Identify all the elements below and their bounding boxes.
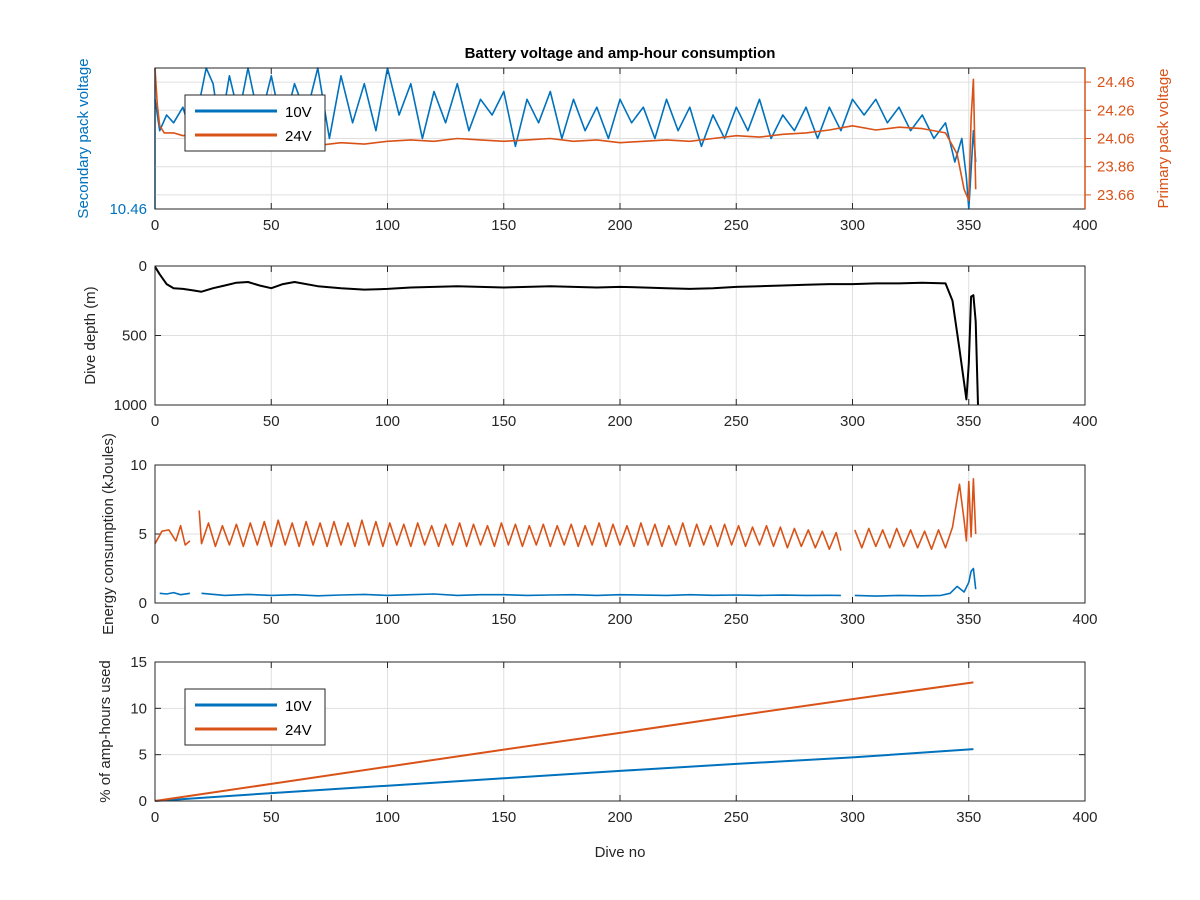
y-left-axis-label: Secondary pack voltage: [75, 58, 92, 218]
figure-title: Battery voltage and amp-hour consumption: [465, 45, 776, 62]
x-tick-label-2: 100: [375, 413, 400, 430]
x-tick-label-1: 350: [956, 217, 981, 234]
y-tick-label-2: 500: [122, 328, 147, 345]
y-tick-label-4: 10: [130, 700, 147, 717]
y-axis-label-depth: Dive depth (m): [82, 286, 99, 384]
plot-border-3: [154, 464, 1086, 604]
x-tick-label-4: 400: [1072, 809, 1097, 826]
energy-line-10V-segment-2: [854, 567, 977, 597]
x-tick-label-3: 50: [263, 611, 280, 628]
x-tick-label-2: 50: [263, 413, 280, 430]
x-tick-label-2: 400: [1072, 413, 1097, 430]
x-tick-label-1: 200: [607, 217, 632, 234]
y-right-axis-label: Primary pack voltage: [1155, 68, 1172, 208]
x-tick-label-3: 250: [724, 611, 749, 628]
legend-label-10V: 10V: [285, 698, 312, 715]
x-tick-label-3: 150: [491, 611, 516, 628]
x-tick-label-4: 200: [607, 809, 632, 826]
y-tick-label-3: 10: [130, 457, 147, 474]
y-right-tick-label: 24.46: [1097, 74, 1135, 91]
x-tick-label-2: 150: [491, 413, 516, 430]
x-tick-label-1: 0: [151, 217, 159, 234]
y-tick-label-2: 0: [139, 258, 147, 275]
x-tick-label-2: 0: [151, 413, 159, 430]
x-tick-label-4: 150: [491, 809, 516, 826]
x-tick-label-4: 50: [263, 809, 280, 826]
x-tick-label-2: 300: [840, 413, 865, 430]
x-tick-label-3: 400: [1072, 611, 1097, 628]
x-tick-label-2: 200: [607, 413, 632, 430]
x-tick-label-1: 250: [724, 217, 749, 234]
y-tick-label-4: 0: [139, 793, 147, 810]
y-axis-label-energy: Energy consumption (kJoules): [100, 433, 117, 635]
y-right-tick-label: 24.26: [1097, 102, 1135, 119]
amp-hours-line-10V: [154, 748, 974, 802]
x-tick-label-3: 0: [151, 611, 159, 628]
y-right-tick-label: 24.06: [1097, 131, 1135, 148]
y-tick-label-4: 5: [139, 747, 147, 764]
y-axis-label-amp-hours: % of amp-hours used: [97, 660, 114, 803]
x-tick-label-1: 50: [263, 217, 280, 234]
legend-label-10V: 10V: [285, 104, 312, 121]
x-tick-label-3: 200: [607, 611, 632, 628]
plot-border-2: [154, 265, 1086, 406]
x-tick-label-4: 250: [724, 809, 749, 826]
y-tick-label-3: 5: [139, 526, 147, 543]
x-tick-label-4: 100: [375, 809, 400, 826]
y-right-tick-label: 23.66: [1097, 187, 1135, 204]
x-axis-label: Dive no: [595, 844, 646, 861]
y-tick-label-2: 1000: [114, 397, 147, 414]
x-tick-label-1: 300: [840, 217, 865, 234]
energy-line-24V-segment-0: [154, 524, 191, 546]
legend-box-1: [184, 94, 326, 152]
x-tick-label-3: 300: [840, 611, 865, 628]
energy-line-10V-segment-1: [201, 592, 841, 597]
y-left-tick-label: 10.46: [109, 201, 147, 218]
y-right-tick-label: 23.86: [1097, 159, 1135, 176]
x-tick-label-1: 100: [375, 217, 400, 234]
legend-label-24V: 24V: [285, 128, 312, 145]
x-tick-label-3: 350: [956, 611, 981, 628]
legend-label-24V: 24V: [285, 722, 312, 739]
x-tick-label-4: 0: [151, 809, 159, 826]
x-tick-label-1: 150: [491, 217, 516, 234]
legend-box-4: [184, 688, 326, 746]
depth-series-line: [154, 266, 979, 406]
energy-line-24V-segment-1: [198, 510, 842, 551]
x-tick-label-1: 400: [1072, 217, 1097, 234]
energy-line-24V-segment-2: [854, 478, 977, 550]
plot-border-4: [154, 661, 1086, 802]
amp-hours-line-24V: [154, 681, 974, 802]
x-tick-label-3: 100: [375, 611, 400, 628]
charts-area: 0 50 100 150 200 250 300 350 40010.4624.4624.262…: [75, 58, 1172, 826]
x-tick-label-4: 350: [956, 809, 981, 826]
y-tick-label-3: 0: [139, 595, 147, 612]
x-tick-label-2: 250: [724, 413, 749, 430]
x-tick-label-2: 350: [956, 413, 981, 430]
energy-line-10V-segment-0: [159, 591, 191, 596]
y-tick-label-4: 15: [130, 654, 147, 671]
x-tick-label-4: 300: [840, 809, 865, 826]
